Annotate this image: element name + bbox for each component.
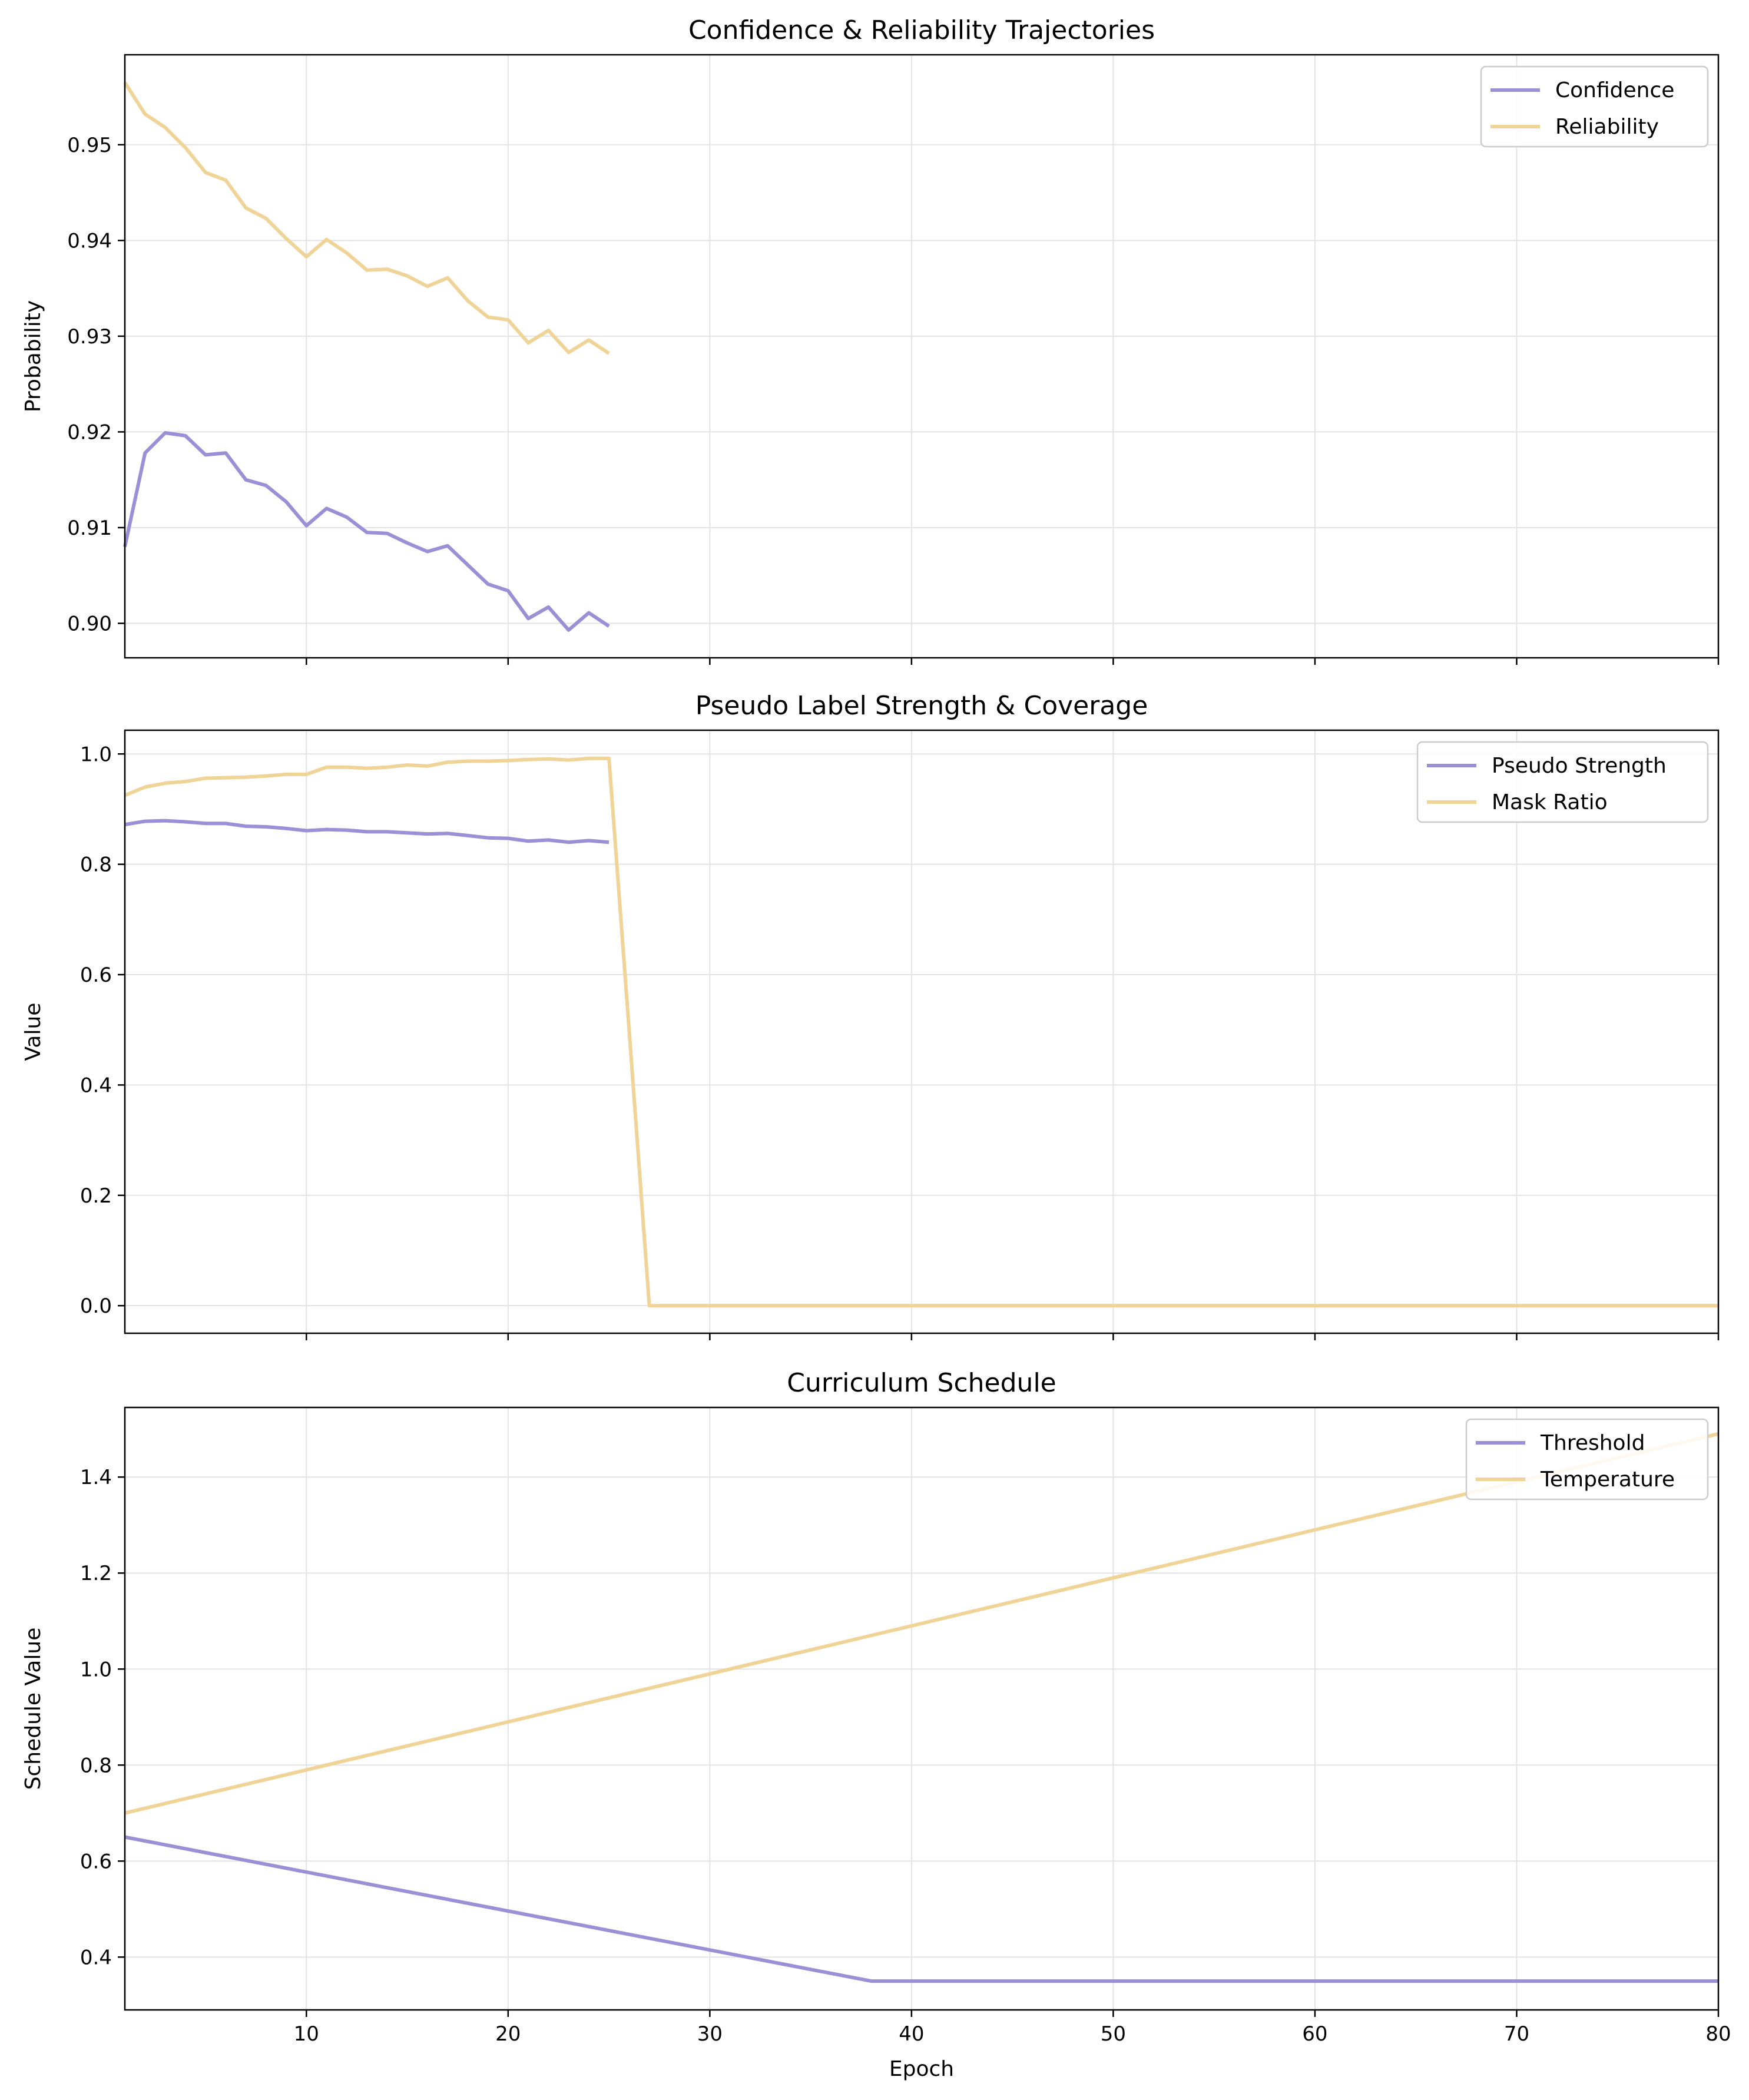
x-tick-label: 60	[1302, 2022, 1327, 2046]
y-axis-label: Schedule Value	[21, 1628, 45, 1790]
y-axis-label: Value	[21, 1003, 45, 1061]
x-tick-label: 50	[1101, 2022, 1126, 2046]
y-tick-label: 0.0	[80, 1294, 112, 1318]
y-tick-label: 0.6	[80, 1850, 112, 1873]
y-tick-label: 1.0	[80, 743, 112, 766]
y-tick-label: 0.94	[67, 229, 112, 253]
y-tick-label: 0.92	[67, 420, 112, 444]
series-line-reliability	[123, 81, 610, 355]
y-axis-label: Probability	[21, 300, 45, 412]
y-tick-label: 1.0	[80, 1658, 112, 1681]
y-tick-label: 0.4	[80, 1074, 112, 1097]
y-tick-label: 0.91	[67, 516, 112, 540]
chart-title: Curriculum Schedule	[787, 1368, 1056, 1398]
axes-frame	[124, 729, 1720, 1334]
y-tick-label: 0.6	[80, 963, 112, 987]
x-tick-label: 20	[495, 2022, 521, 2046]
series-line-mask-ratio	[124, 756, 1718, 1308]
x-tick-label: 30	[697, 2022, 723, 2046]
axes-frame	[124, 1406, 1720, 2011]
x-tick-label: 80	[1705, 2022, 1731, 2046]
y-tick-label: 0.93	[67, 325, 112, 349]
legend-label: Reliability	[1555, 115, 1659, 139]
legend-box	[1416, 741, 1709, 823]
legend: Confidence Reliability	[1480, 65, 1709, 148]
y-tick-label: 0.95	[67, 134, 112, 157]
x-axis-label: Epoch	[889, 2057, 954, 2081]
y-tick-label: 0.8	[80, 1754, 112, 1777]
legend-box	[1465, 1418, 1709, 1501]
y-tick-label: 0.8	[80, 853, 112, 877]
series-line-confidence	[123, 431, 610, 632]
series-line-threshold	[124, 1835, 1718, 1983]
legend-label: Threshold	[1540, 1431, 1645, 1455]
chart-panel-2: 0.0 0.2 0.4 0.6 0.8 1.0 Pseudo Label Strength …	[21, 691, 1720, 1340]
y-tick-label: 0.4	[80, 1946, 112, 1969]
y-tick-label: 1.4	[80, 1466, 112, 1489]
axes-frame	[124, 54, 1720, 659]
x-tick-label: 70	[1504, 2022, 1529, 2046]
chart-panel-1: 0.90 0.91 0.92 0.93 0.94 0.95 Confidence & Rel…	[21, 15, 1720, 665]
x-tick-label: 40	[899, 2022, 924, 2046]
legend: Threshold Temperature	[1465, 1418, 1709, 1501]
legend-label: Confidence	[1555, 78, 1674, 102]
series-line-temperature	[124, 1432, 1719, 1815]
x-tick-label: 10	[294, 2022, 319, 2046]
series-line-pseudo-strength	[124, 819, 610, 844]
chart-title: Pseudo Label Strength & Coverage	[695, 691, 1148, 721]
y-tick-label: 1.2	[80, 1562, 112, 1585]
legend-label: Temperature	[1540, 1468, 1675, 1492]
y-tick-label: 0.2	[80, 1184, 112, 1208]
legend-label: Mask Ratio	[1492, 790, 1608, 814]
chart-title: Confidence & Reliability Trajectories	[688, 15, 1155, 45]
legend: Pseudo Strength Mask Ratio	[1416, 741, 1709, 823]
chart-panel-3: 10 20 30 40 50 60 70 80 0.4 0.6 0.8 1.0 1.2 1.4 Curric…	[21, 1368, 1731, 2081]
y-tick-label: 0.90	[67, 612, 112, 635]
legend-label: Pseudo Strength	[1492, 754, 1667, 778]
